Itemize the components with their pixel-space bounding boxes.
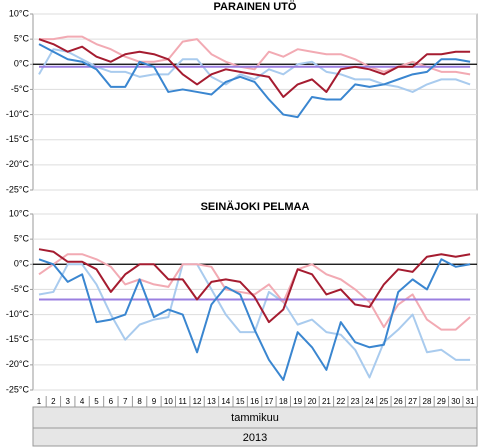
x-tick-label: 20 xyxy=(308,397,317,406)
x-tick-label: 16 xyxy=(250,397,259,406)
x-tick-label: 27 xyxy=(408,397,417,406)
y-tick-label: 0°C xyxy=(14,259,30,269)
series-line xyxy=(38,248,471,324)
x-tick-label: 31 xyxy=(466,397,475,406)
y-tick-label: -15°C xyxy=(6,134,30,144)
x-tick-label: 13 xyxy=(207,397,216,406)
x-tick-label: 1 xyxy=(37,397,42,406)
year-cell xyxy=(32,427,478,447)
x-tick-label: 19 xyxy=(293,397,302,406)
x-tick-label: 26 xyxy=(394,397,403,406)
y-tick-label: 10°C xyxy=(9,8,30,18)
y-tick-label: -10°C xyxy=(6,109,30,119)
x-tick-label: 6 xyxy=(109,397,114,406)
y-tick-label: 0°C xyxy=(14,59,30,69)
x-tick-label: 23 xyxy=(351,397,360,406)
y-tick-label: -20°C xyxy=(6,359,30,369)
series-line xyxy=(38,38,471,98)
plot-area xyxy=(32,213,478,391)
series-line xyxy=(38,263,471,379)
x-tick-label: 4 xyxy=(80,397,85,406)
x-tick-label: 2 xyxy=(51,397,56,406)
series-line xyxy=(38,43,471,119)
y-tick-label: 5°C xyxy=(14,234,30,244)
y-tick-label: -5°C xyxy=(11,84,30,94)
series-line xyxy=(38,258,471,381)
x-tick-label: 21 xyxy=(322,397,331,406)
y-tick-label: -25°C xyxy=(6,384,30,394)
x-tick-label: 10 xyxy=(164,397,173,406)
x-tick-label: 8 xyxy=(137,397,142,406)
month-label: tammikuu xyxy=(231,412,279,424)
x-tick-label: 24 xyxy=(365,397,374,406)
plot-area xyxy=(32,13,478,191)
series-line xyxy=(38,253,471,331)
x-tick-label: 29 xyxy=(437,397,446,406)
x-tick-label: 15 xyxy=(236,397,245,406)
y-tick-label: -5°C xyxy=(11,284,30,294)
year-label: 2013 xyxy=(243,432,267,444)
y-tick-label: 5°C xyxy=(14,34,30,44)
y-tick-label: -15°C xyxy=(6,334,30,344)
x-tick-label: 7 xyxy=(123,397,128,406)
y-tick-label: -25°C xyxy=(6,184,30,194)
chart-title: PARAINEN UTÖ xyxy=(214,0,297,13)
series-line xyxy=(38,48,471,93)
x-tick-label: 12 xyxy=(193,397,202,406)
x-tick-label: 22 xyxy=(336,397,345,406)
chart-title: SEINÄJOKI PELMAA xyxy=(201,200,310,213)
x-tick-label: 11 xyxy=(179,397,188,406)
y-tick-label: -20°C xyxy=(6,159,30,169)
y-tick-label: 10°C xyxy=(9,208,30,218)
y-tick-label: -10°C xyxy=(6,309,30,319)
x-tick-label: 3 xyxy=(66,397,71,406)
x-tick-label: 18 xyxy=(279,397,288,406)
x-tick-label: 28 xyxy=(423,397,432,406)
x-tick-label: 14 xyxy=(221,397,230,406)
x-tick-label: 9 xyxy=(152,397,157,406)
x-tick-label: 5 xyxy=(94,397,99,406)
x-tick-label: 25 xyxy=(379,397,388,406)
x-tick-label: 17 xyxy=(264,397,273,406)
x-tick-label: 30 xyxy=(451,397,460,406)
